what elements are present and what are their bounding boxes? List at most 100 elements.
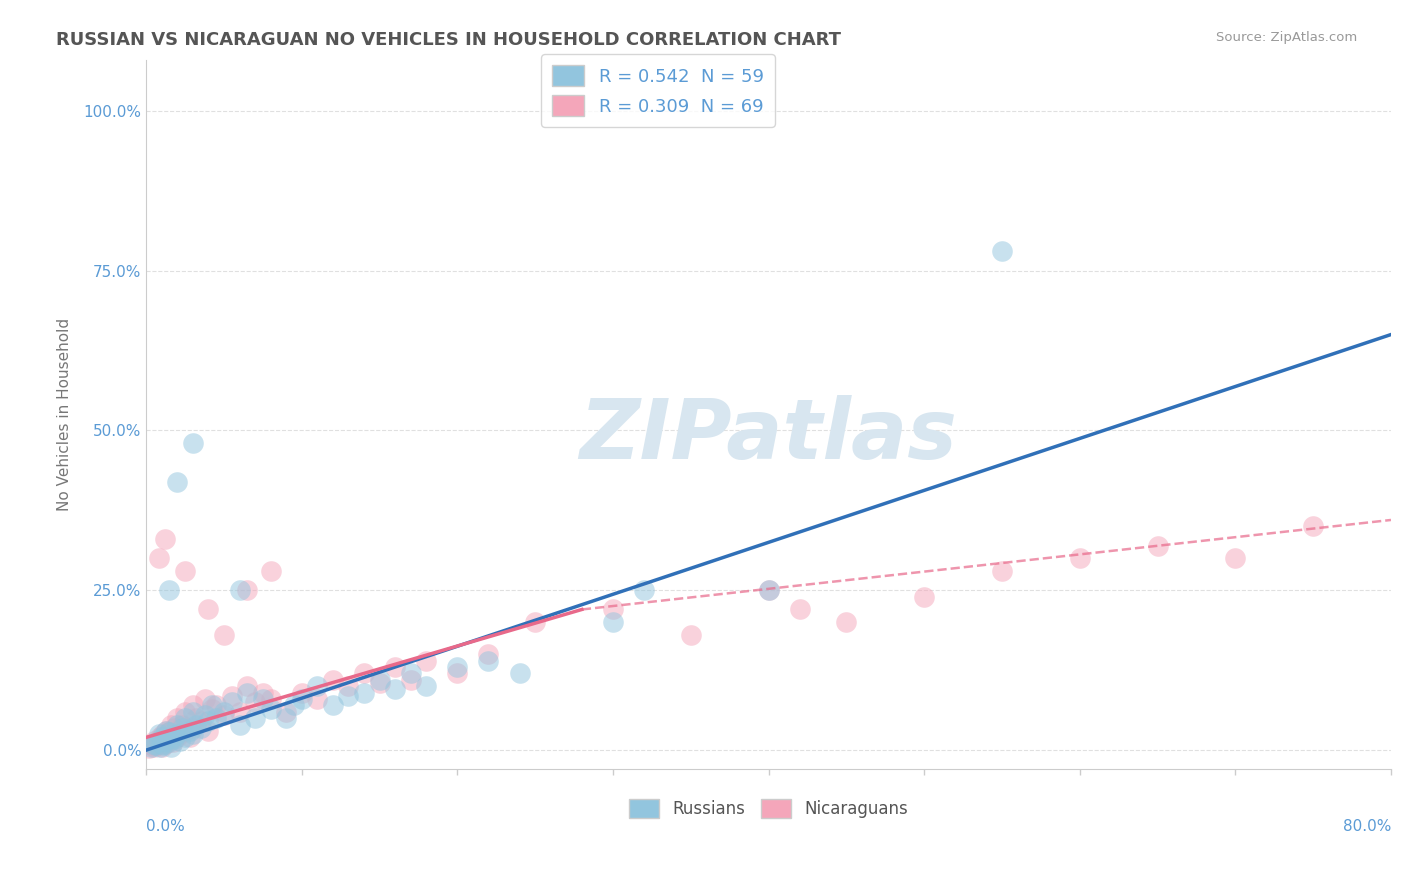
Point <box>162 731 184 745</box>
Point <box>415 654 437 668</box>
Point <box>322 673 344 687</box>
Point <box>150 739 173 754</box>
Text: 0.0%: 0.0% <box>146 819 186 834</box>
Point <box>148 727 170 741</box>
Point <box>368 673 391 687</box>
Point <box>166 475 188 489</box>
Point <box>399 673 422 687</box>
Point <box>228 717 250 731</box>
Point <box>174 705 197 719</box>
Point <box>337 679 360 693</box>
Point <box>194 692 217 706</box>
Point <box>477 654 499 668</box>
Point <box>384 682 406 697</box>
Point <box>162 735 184 749</box>
Point <box>159 725 181 739</box>
Point <box>153 737 176 751</box>
Point <box>152 727 174 741</box>
Point <box>190 721 212 735</box>
Point <box>159 583 181 598</box>
Text: Source: ZipAtlas.com: Source: ZipAtlas.com <box>1216 31 1357 45</box>
Point <box>148 733 170 747</box>
Point <box>153 532 176 546</box>
Point <box>912 590 935 604</box>
Point <box>160 717 183 731</box>
Point <box>243 711 266 725</box>
Point <box>145 738 167 752</box>
Point <box>149 739 172 754</box>
Point <box>415 679 437 693</box>
Point <box>181 705 204 719</box>
Point <box>160 739 183 754</box>
Point <box>252 685 274 699</box>
Point <box>179 731 201 745</box>
Text: RUSSIAN VS NICARAGUAN NO VEHICLES IN HOUSEHOLD CORRELATION CHART: RUSSIAN VS NICARAGUAN NO VEHICLES IN HOU… <box>56 31 841 49</box>
Point <box>236 685 259 699</box>
Point <box>174 731 197 745</box>
Point <box>276 711 298 725</box>
Point <box>155 723 177 738</box>
Point <box>179 723 201 738</box>
Point <box>166 711 188 725</box>
Point <box>159 735 181 749</box>
Point <box>602 615 624 630</box>
Point <box>259 701 281 715</box>
Point <box>166 727 188 741</box>
Point <box>368 676 391 690</box>
Point <box>228 583 250 598</box>
Point <box>159 733 181 747</box>
Point <box>337 689 360 703</box>
Point <box>174 711 197 725</box>
Point <box>181 721 204 735</box>
Point <box>399 666 422 681</box>
Point <box>148 551 170 566</box>
Point <box>1146 539 1168 553</box>
Point <box>138 741 160 756</box>
Point <box>170 717 193 731</box>
Point <box>166 731 188 745</box>
Point <box>236 583 259 598</box>
Point <box>142 733 165 747</box>
Point <box>1069 551 1091 566</box>
Point <box>322 698 344 713</box>
Point <box>170 721 193 735</box>
Point <box>307 692 329 706</box>
Point <box>181 698 204 713</box>
Point <box>835 615 858 630</box>
Point <box>166 717 188 731</box>
Point <box>174 564 197 578</box>
Point <box>181 727 204 741</box>
Point <box>353 685 375 699</box>
Point <box>789 602 811 616</box>
Point <box>212 708 235 723</box>
Point <box>174 723 197 738</box>
Point <box>184 711 207 725</box>
Point <box>602 602 624 616</box>
Point <box>679 628 702 642</box>
Point <box>205 711 228 725</box>
Point <box>148 735 170 749</box>
Point <box>259 692 281 706</box>
Point <box>150 731 173 746</box>
Point <box>139 738 162 752</box>
Point <box>221 695 243 709</box>
Point <box>212 705 235 719</box>
Point <box>150 731 173 745</box>
Point <box>163 721 186 735</box>
Point <box>205 698 228 713</box>
Point <box>758 583 780 598</box>
Point <box>181 436 204 450</box>
Point <box>283 698 305 713</box>
Point <box>446 666 468 681</box>
Point <box>169 727 191 741</box>
Point <box>633 583 655 598</box>
Point <box>307 679 329 693</box>
Point <box>200 701 222 715</box>
Point <box>145 737 167 751</box>
Point <box>197 723 219 738</box>
Point <box>509 666 531 681</box>
Y-axis label: No Vehicles in Household: No Vehicles in Household <box>58 318 72 511</box>
Point <box>524 615 547 630</box>
Point <box>155 723 177 738</box>
Point <box>353 666 375 681</box>
